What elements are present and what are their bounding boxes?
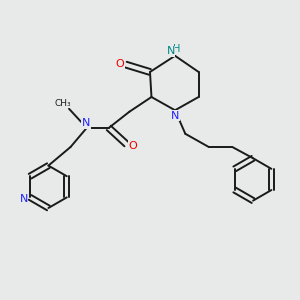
- Text: N: N: [82, 118, 90, 128]
- Text: H: H: [173, 44, 180, 54]
- Text: O: O: [116, 59, 124, 69]
- Text: CH₃: CH₃: [55, 99, 71, 108]
- Text: N: N: [167, 46, 175, 56]
- Text: O: O: [128, 141, 137, 151]
- Text: N: N: [20, 194, 28, 204]
- Text: N: N: [171, 110, 179, 121]
